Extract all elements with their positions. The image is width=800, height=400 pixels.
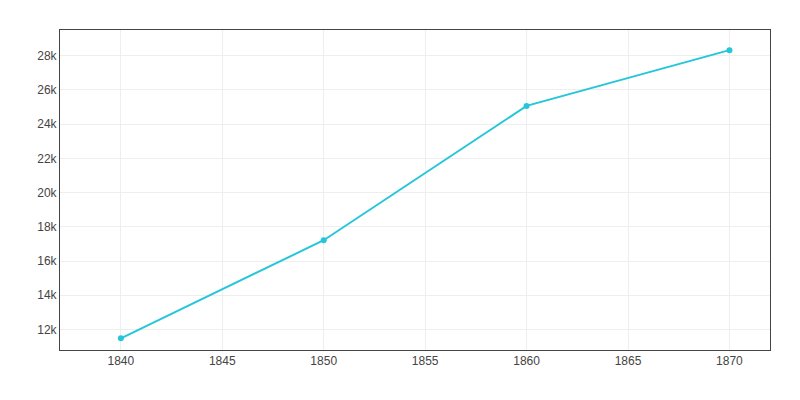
svg-text:26k: 26k: [37, 83, 57, 97]
svg-text:1865: 1865: [615, 354, 642, 368]
svg-text:1855: 1855: [412, 354, 439, 368]
svg-text:1860: 1860: [513, 354, 540, 368]
svg-text:22k: 22k: [37, 152, 57, 166]
svg-text:20k: 20k: [37, 186, 57, 200]
svg-text:12k: 12k: [37, 323, 57, 337]
svg-text:14k: 14k: [37, 288, 57, 302]
svg-text:16k: 16k: [37, 254, 57, 268]
svg-text:1840: 1840: [108, 354, 135, 368]
svg-text:1870: 1870: [716, 354, 743, 368]
svg-text:28k: 28k: [37, 49, 57, 63]
svg-text:18k: 18k: [37, 220, 57, 234]
svg-text:1850: 1850: [310, 354, 337, 368]
svg-text:24k: 24k: [37, 117, 57, 131]
svg-text:1845: 1845: [209, 354, 236, 368]
